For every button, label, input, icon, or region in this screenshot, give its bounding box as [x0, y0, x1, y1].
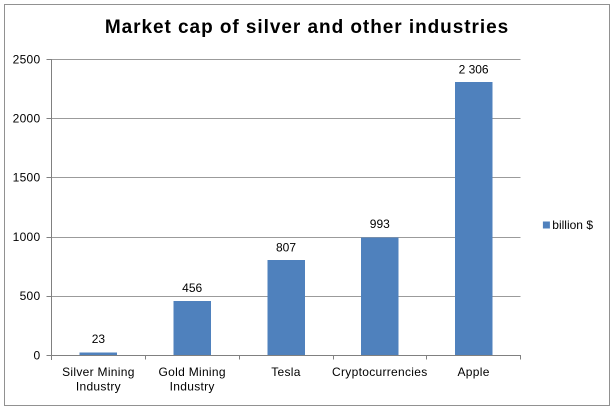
svg-text:807: 807 — [276, 241, 296, 255]
svg-text:Market cap of silver and other: Market cap of silver and other industrie… — [105, 17, 509, 38]
svg-text:0: 0 — [34, 348, 41, 362]
svg-text:500: 500 — [20, 289, 41, 303]
svg-text:Tesla: Tesla — [271, 365, 301, 379]
svg-text:993: 993 — [370, 217, 390, 231]
svg-text:Gold Mining: Gold Mining — [159, 365, 226, 379]
svg-text:1500: 1500 — [13, 171, 41, 185]
svg-text:1000: 1000 — [13, 230, 41, 244]
svg-text:Cryptocurrencies: Cryptocurrencies — [332, 365, 428, 379]
svg-text:billion $: billion $ — [552, 218, 593, 232]
svg-text:Industry: Industry — [170, 380, 215, 394]
svg-text:2 306: 2 306 — [459, 63, 489, 77]
svg-text:Silver Mining: Silver Mining — [62, 365, 135, 379]
svg-text:23: 23 — [92, 332, 106, 346]
svg-text:Industry: Industry — [76, 380, 121, 394]
svg-text:456: 456 — [182, 281, 202, 295]
svg-text:2500: 2500 — [13, 52, 41, 66]
svg-text:2000: 2000 — [13, 112, 41, 126]
svg-text:Apple: Apple — [457, 365, 489, 379]
